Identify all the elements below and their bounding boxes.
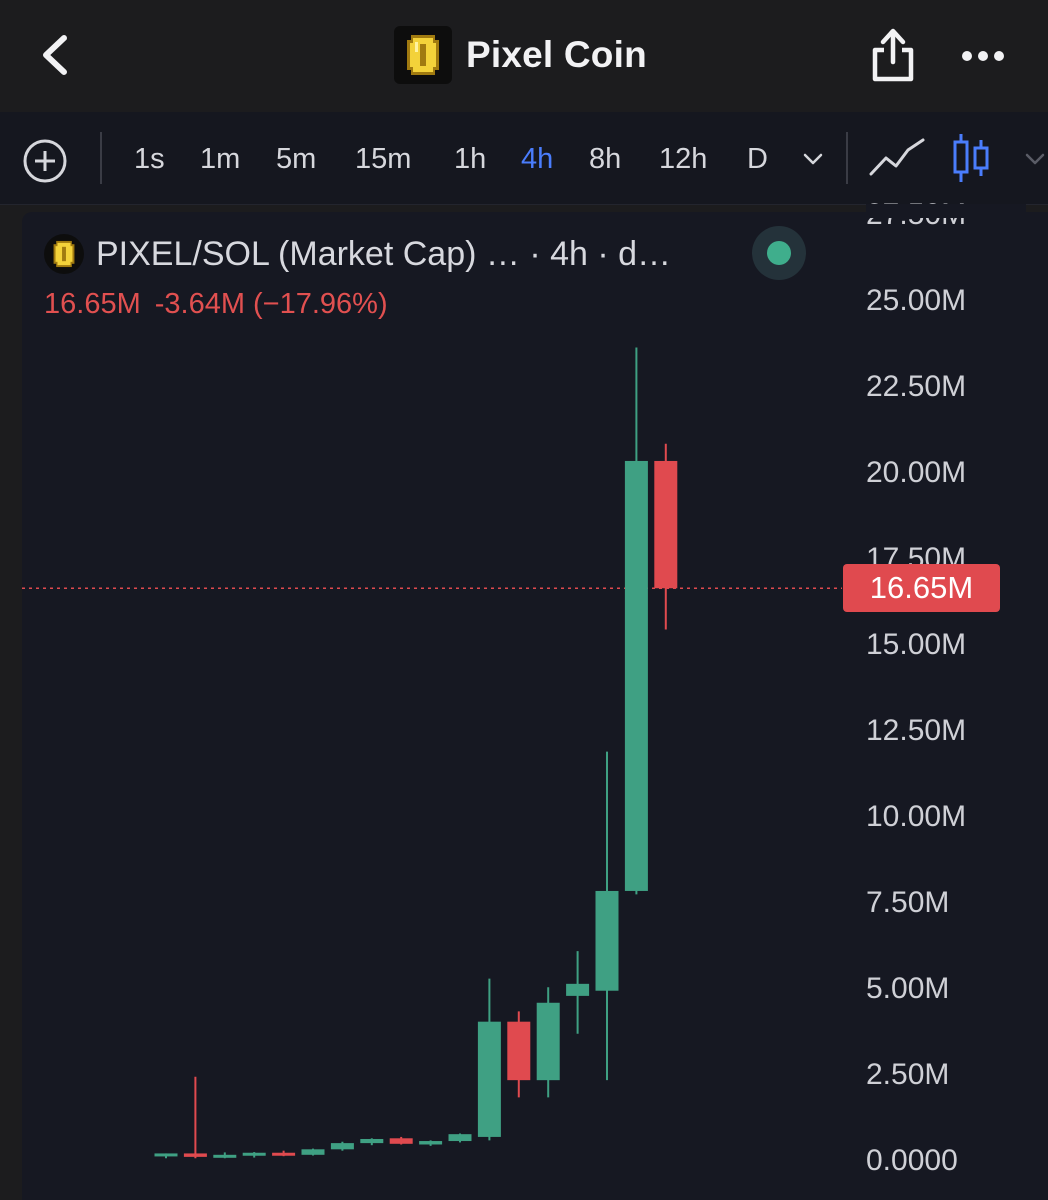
y-tick-label: 12.50M	[866, 714, 967, 747]
back-button[interactable]	[30, 30, 80, 80]
chevron-down-icon	[1025, 153, 1045, 165]
candle-body	[566, 983, 590, 996]
candle-body	[301, 1149, 325, 1155]
y-tick-label: 5.00M	[866, 972, 950, 1005]
price-change-percent: (−17.96%)	[253, 288, 388, 320]
candlestick-icon	[953, 134, 989, 182]
y-tick-label: 10.00M	[866, 800, 967, 833]
price-change-line: 16.65M -3.64M (−17.96%)	[44, 288, 402, 321]
timeframe-1m[interactable]: 1m	[200, 143, 241, 175]
y-tick-label: 20.00M	[866, 456, 967, 489]
timeframe-8h[interactable]: 8h	[589, 143, 622, 175]
candle-body	[595, 890, 619, 991]
y-tick-label: 22.50M	[866, 370, 967, 403]
candlestick-type-button[interactable]	[950, 132, 992, 184]
candle-body	[477, 1021, 501, 1137]
candle-body	[448, 1134, 472, 1142]
current-price-badge: 16.65M	[843, 564, 1000, 612]
line-chart-type-button[interactable]	[868, 136, 926, 180]
chart-panel[interactable]	[22, 212, 1048, 1200]
chart-toolbar	[0, 112, 1048, 205]
header-bar: Pixel Coin	[0, 0, 1048, 113]
candle-body	[507, 1021, 531, 1081]
candle-body	[419, 1141, 443, 1145]
more-horizontal-icon	[962, 51, 1004, 61]
candle-body	[154, 1153, 178, 1157]
candle-body	[183, 1153, 207, 1157]
price-change: -3.64M	[154, 288, 245, 320]
timeframe-12h[interactable]: 12h	[659, 143, 708, 175]
line-chart-icon	[869, 138, 925, 176]
add-circle-icon	[23, 139, 67, 183]
timeframe-dropdown[interactable]	[800, 146, 826, 172]
candle-body	[272, 1152, 296, 1156]
candle-body	[242, 1152, 266, 1156]
timeframe-1s[interactable]: 1s	[134, 143, 165, 175]
candle-body	[360, 1138, 384, 1144]
candle-body	[624, 460, 648, 891]
timeframe-15m[interactable]: 15m	[355, 143, 412, 175]
share-button[interactable]	[866, 26, 920, 84]
page-title-group: Pixel Coin	[394, 26, 647, 84]
candle-body	[213, 1154, 237, 1158]
timeframe-4h[interactable]: 4h	[521, 143, 554, 175]
more-options-button[interactable]	[958, 36, 1008, 76]
share-icon	[872, 28, 914, 82]
toolbar-divider	[846, 132, 848, 184]
add-indicator-button[interactable]	[22, 138, 68, 184]
coin-logo-icon	[44, 234, 84, 274]
market-status-indicator[interactable]	[752, 226, 806, 280]
y-tick-label: 7.50M	[866, 886, 950, 919]
y-tick-label: 15.00M	[866, 628, 967, 661]
candle-body	[536, 1002, 560, 1081]
toolbar-divider	[100, 132, 102, 184]
status-dot	[767, 241, 791, 265]
timeframe-1h[interactable]: 1h	[454, 143, 487, 175]
y-tick-label: 25.00M	[866, 284, 967, 317]
chevron-down-icon	[803, 153, 823, 165]
timeframe-d[interactable]: D	[747, 143, 768, 175]
chevron-left-icon	[43, 35, 67, 75]
symbol-title: PIXEL/SOL (Market Cap) … · 4h · d…	[96, 234, 672, 273]
y-tick-label: 2.50M	[866, 1058, 950, 1091]
axis-clip	[866, 204, 1026, 218]
coin-logo-icon	[394, 26, 452, 84]
last-price: 16.65M	[44, 288, 141, 320]
timeframe-5m[interactable]: 5m	[276, 143, 317, 175]
candle-body	[654, 460, 678, 589]
candle-body	[330, 1143, 354, 1150]
chart-legend[interactable]: PIXEL/SOL (Market Cap) … · 4h · d…	[44, 228, 671, 280]
candle-body	[389, 1138, 413, 1144]
y-tick-label: 0.0000	[866, 1144, 958, 1177]
page-title: Pixel Coin	[466, 34, 647, 75]
chart-type-dropdown[interactable]	[1022, 146, 1048, 172]
